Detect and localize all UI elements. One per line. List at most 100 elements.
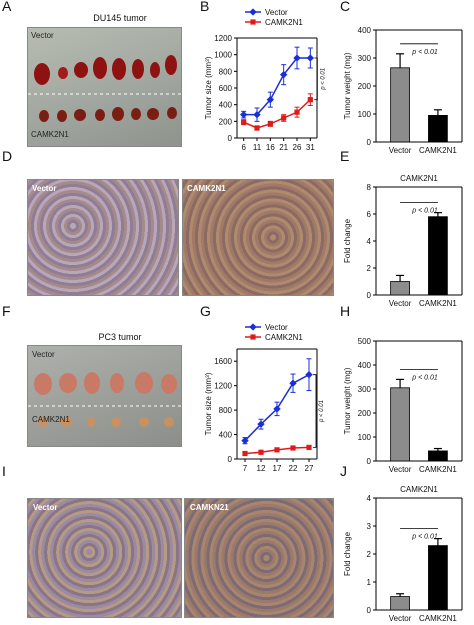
y-tick-label: 6: [367, 210, 372, 219]
y-tick-label: 0: [228, 455, 233, 464]
x-tick-label: 27: [305, 464, 314, 473]
legend-marker: [250, 19, 256, 25]
data-point: [306, 54, 315, 62]
du145-camk2n1-label: CAMK2N1: [31, 130, 69, 139]
du145-ihc-vector-label: Vector: [32, 184, 57, 193]
bar-camk2n1: [428, 115, 448, 143]
x-tick-label: CAMK2N1: [419, 299, 457, 308]
x-tick-label: 7: [243, 464, 248, 473]
du145-tumor-illustration: [28, 55, 181, 122]
y-tick-label: 100: [358, 110, 372, 119]
data-point: [241, 119, 247, 125]
legend-marker: [249, 8, 257, 16]
chart-title: CAMK2N1: [400, 174, 438, 183]
data-point: [273, 405, 281, 413]
panel-j-fold-change-chart: 0 1 2 3 4 Fold change CAMK2N1 Vector CAMK2N1 p < …: [343, 485, 463, 623]
data-point: [290, 445, 296, 451]
pc3-tumor-illustration: [28, 372, 181, 427]
y-tick-label: 2: [367, 550, 372, 559]
y-tick-label: 1600: [214, 357, 232, 366]
x-tick-label: 17: [273, 464, 282, 473]
panel-label-a: A: [2, 0, 12, 14]
y-tick-label: 4: [367, 237, 372, 246]
legend-label: Vector: [265, 8, 288, 17]
y-axis-label: Fold change: [343, 218, 352, 263]
p-value-annotation: p < 0.01: [411, 49, 438, 56]
du145-vector-label: Vector: [31, 31, 54, 40]
x-tick-label: 11: [253, 143, 262, 152]
bar-camk2n1: [428, 450, 448, 462]
x-tick-label: CAMK2N1: [419, 614, 457, 623]
y-tick-label: 200: [219, 117, 233, 126]
data-point: [281, 115, 287, 121]
panel-label-d: D: [2, 148, 13, 164]
legend-label: CAMK2N1: [265, 18, 303, 27]
x-tick-label: 16: [266, 143, 275, 152]
data-point: [254, 125, 260, 131]
data-point: [239, 110, 248, 119]
y-axis-label: Tumor weight (mg): [343, 367, 352, 434]
data-point: [306, 444, 312, 450]
data-point: [294, 109, 300, 115]
y-tick-label: 400: [219, 101, 233, 110]
panel-label-i: I: [2, 463, 6, 479]
pc3-vector-ihc-image: [27, 498, 182, 618]
pc3-ihc-camk2n1-label: CAMKN21: [190, 503, 229, 512]
x-tick-label: Vector: [389, 146, 412, 155]
y-tick-label: 800: [219, 406, 233, 415]
bar-vector: [390, 387, 410, 462]
x-tick-label: 31: [306, 143, 315, 152]
du145-vector-ihc-image: [27, 179, 179, 296]
y-tick-label: 0: [228, 134, 233, 143]
panel-label-h: H: [340, 303, 351, 319]
panel-label-f: F: [2, 303, 11, 319]
panel-e-fold-change-chart: 0 2 4 6 8 Fold change CAMK2N1 Vector CAMK2N1 p < …: [343, 174, 463, 308]
y-tick-label: 800: [219, 67, 233, 76]
data-point: [258, 449, 264, 455]
x-tick-label: 22: [289, 464, 298, 473]
y-tick-label: 300: [358, 54, 372, 63]
p-value-annotation: p < 0.01: [320, 68, 326, 91]
p-value-annotation: p < 0.01: [411, 208, 438, 215]
du145-tumor-photo: [27, 27, 182, 147]
bar-vector: [390, 596, 410, 611]
y-axis-label: Fold change: [343, 531, 352, 576]
panel-h-tumor-weight-chart: 0 100 200 300 400 500 Tumor weight (mg) Vector C…: [343, 337, 463, 474]
chart-title: CAMK2N1: [400, 485, 438, 494]
bar-camk2n1: [428, 545, 448, 611]
pc3-camk2n1-label: CAMK2N1: [32, 415, 70, 424]
x-tick-label: 21: [279, 143, 288, 152]
panel-label-c: C: [340, 0, 351, 14]
data-point: [305, 370, 313, 379]
panel-label-g: G: [200, 303, 211, 319]
p-value-annotation: p < 0.01: [411, 534, 438, 541]
y-tick-label: 0: [367, 457, 372, 466]
data-point: [307, 97, 313, 103]
y-axis-label: Tumor size (mm³): [204, 372, 213, 435]
data-point: [274, 447, 280, 453]
y-tick-label: 1: [367, 578, 372, 587]
y-axis-label: Tumor size (mm³): [204, 56, 213, 119]
y-tick-label: 2: [367, 264, 372, 273]
y-axis-label: Tumor weight (mg): [343, 52, 352, 119]
y-tick-label: 1000: [214, 51, 232, 60]
x-tick-label: 26: [293, 143, 302, 152]
legend-label: CAMK2N1: [265, 333, 303, 342]
data-point: [253, 110, 261, 119]
significance-bracket: [313, 374, 317, 448]
y-tick-label: 0: [367, 291, 372, 300]
du145-camk2n1-ihc-image: [182, 179, 334, 296]
p-value-annotation: p < 0.01: [319, 400, 325, 423]
y-tick-label: 200: [358, 82, 372, 91]
bar-camk2n1: [428, 216, 448, 296]
x-tick-label: Vector: [389, 614, 412, 623]
y-tick-label: 3: [367, 522, 372, 531]
y-tick-label: 300: [358, 385, 372, 394]
legend-marker: [250, 334, 256, 340]
series-line-camk2n1: [243, 99, 311, 129]
panel-a-title: DU145 tumor: [93, 13, 147, 23]
data-point: [242, 450, 248, 457]
y-tick-label: 8: [367, 183, 372, 192]
panel-label-e: E: [340, 148, 350, 164]
